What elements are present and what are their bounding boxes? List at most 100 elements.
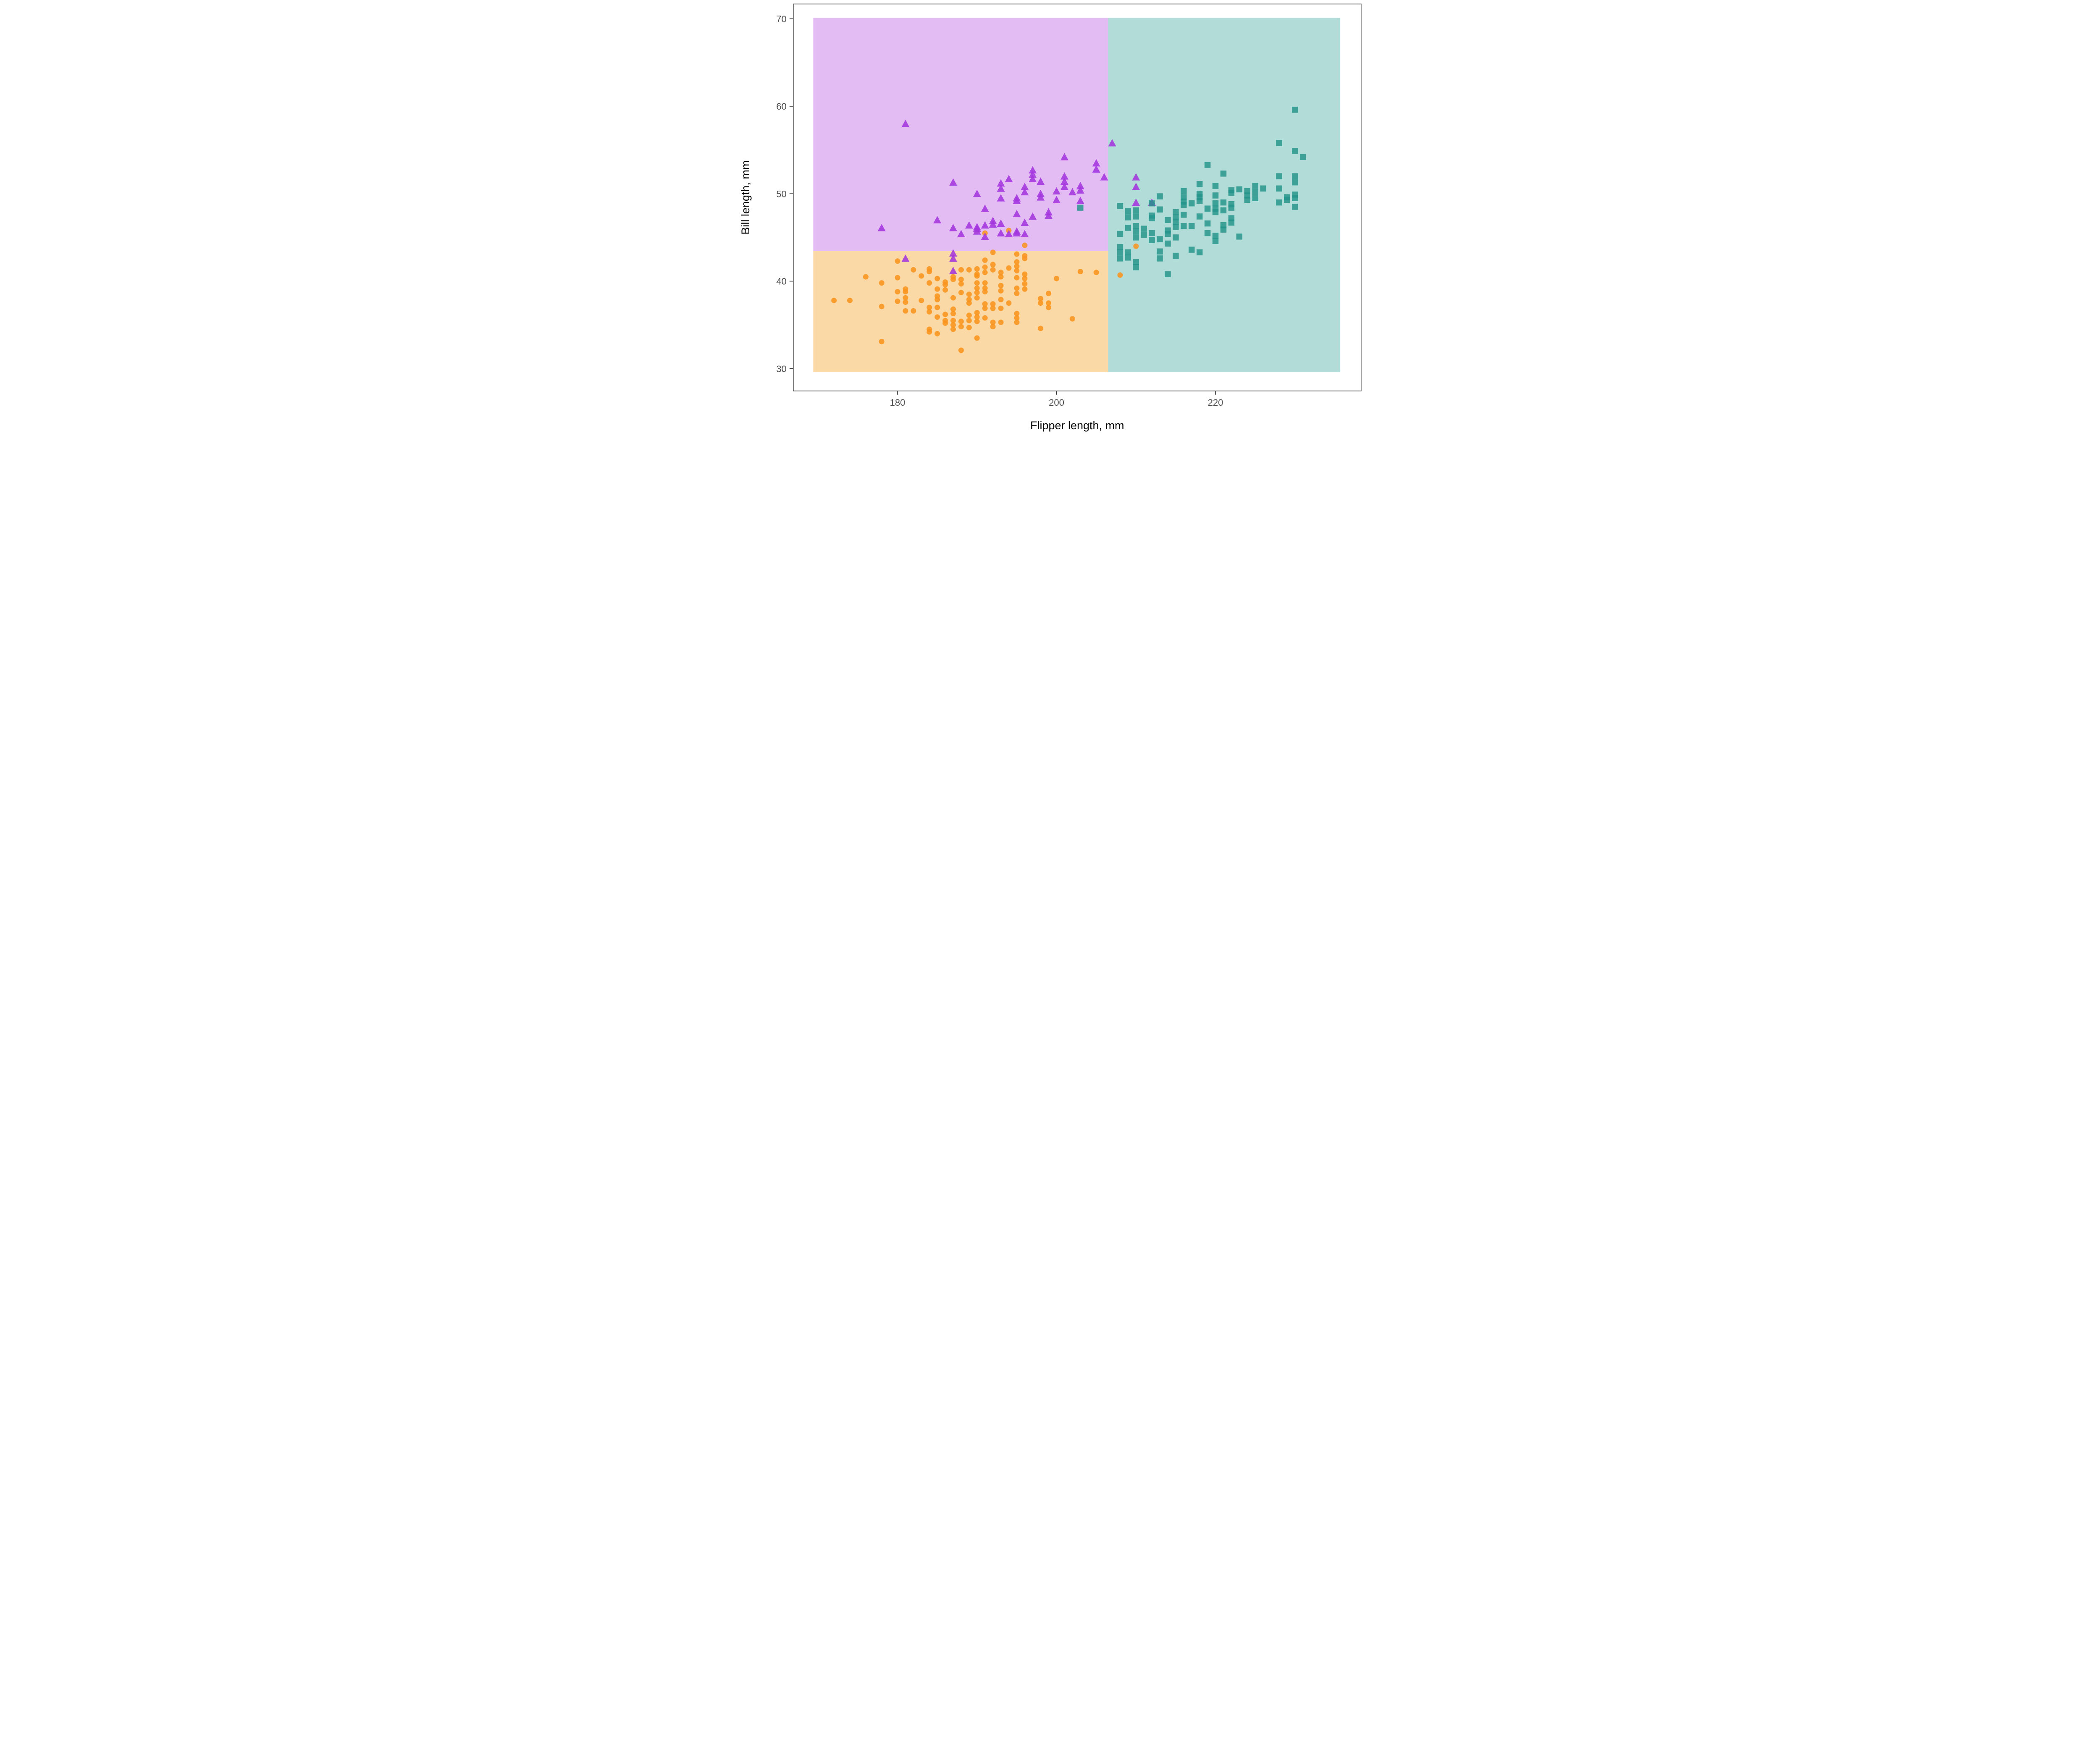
data-point-square [1173, 209, 1179, 215]
data-point-square [1141, 231, 1147, 238]
y-tick-label: 30 [776, 364, 786, 374]
data-point-circle [934, 286, 940, 292]
data-point-square [1117, 231, 1124, 237]
data-point-square [1212, 183, 1219, 189]
data-point-circle [982, 264, 988, 270]
data-point-circle [982, 289, 988, 294]
data-point-square [1220, 171, 1227, 177]
data-point-square [1292, 195, 1298, 201]
data-point-square [1117, 249, 1124, 256]
panel-border [793, 3, 1362, 391]
data-point-square [1196, 197, 1203, 204]
data-point-circle [911, 308, 916, 314]
data-point-square [1188, 247, 1195, 253]
data-point-circle [1022, 242, 1028, 248]
data-point-square [1157, 248, 1163, 255]
data-point-circle [1014, 285, 1020, 291]
data-point-circle [998, 283, 1004, 289]
data-point-square [1188, 200, 1195, 207]
data-point-triangle [1037, 193, 1045, 201]
data-point-circle [1038, 300, 1044, 306]
data-point-triangle [1132, 183, 1140, 190]
data-point-square [1276, 199, 1282, 206]
data-point-circle [1014, 319, 1020, 325]
data-point-square [1165, 271, 1171, 278]
data-point-square [1228, 219, 1235, 226]
data-point-circle [982, 257, 988, 263]
data-point-square [1252, 183, 1258, 189]
data-point-square [1133, 207, 1139, 214]
data-point-circle [927, 309, 932, 315]
x-axis-title: Flipper length, mm [1030, 419, 1124, 432]
data-point-circle [1014, 251, 1020, 257]
y-tick-label: 40 [776, 276, 786, 287]
data-point-square [1196, 249, 1203, 256]
data-point-triangle [981, 221, 989, 229]
data-point-circle [990, 249, 996, 255]
data-point-triangle [949, 249, 957, 257]
data-point-square [1157, 206, 1163, 213]
data-point-circle [1133, 243, 1139, 249]
data-point-triangle [1053, 196, 1060, 203]
data-point-circle [895, 298, 900, 304]
data-point-square [1260, 185, 1266, 192]
data-point-square [1292, 147, 1298, 154]
data-point-square [1133, 259, 1139, 265]
data-point-square [1196, 181, 1203, 187]
data-point-square [1276, 185, 1282, 192]
data-point-square [1157, 255, 1163, 262]
data-point-circle [990, 319, 996, 325]
data-point-square [1212, 200, 1219, 207]
data-point-circle [966, 325, 972, 331]
data-point-circle [974, 266, 980, 272]
data-point-circle [974, 314, 980, 320]
data-point-square [1149, 215, 1155, 221]
data-point-circle [895, 289, 900, 294]
data-point-circle [1022, 255, 1028, 261]
data-point-square [1292, 179, 1298, 186]
data-point-circle [1014, 291, 1020, 297]
data-point-circle [974, 290, 980, 296]
data-point-triangle [1013, 229, 1021, 236]
data-point-triangle [1060, 183, 1068, 190]
data-point-circle [934, 314, 940, 320]
data-point-circle [1006, 265, 1012, 271]
x-tick-label: 220 [1208, 397, 1223, 408]
data-point-circle [919, 297, 924, 303]
data-point-square [1292, 173, 1298, 179]
data-point-square [1141, 226, 1147, 232]
data-point-circle [934, 331, 940, 336]
data-point-circle [1077, 269, 1083, 275]
data-point-square [1173, 224, 1179, 230]
data-point-triangle [1013, 197, 1021, 204]
data-point-triangle [1021, 218, 1029, 226]
teal-region [1108, 18, 1341, 373]
data-point-triangle [957, 230, 965, 238]
data-point-triangle [1037, 177, 1045, 185]
data-point-circle [990, 301, 996, 307]
data-point-circle [1046, 300, 1052, 306]
data-point-triangle [981, 232, 989, 240]
data-point-circle [942, 320, 948, 326]
data-point-square [1212, 232, 1219, 239]
data-point-circle [974, 310, 980, 315]
data-point-circle [974, 280, 980, 286]
data-point-square [1173, 218, 1179, 225]
data-point-square [1212, 192, 1219, 199]
data-point-triangle [877, 223, 886, 231]
data-point-circle [950, 318, 956, 323]
data-point-circle [966, 312, 972, 318]
data-point-square [1212, 209, 1219, 215]
data-point-square [1117, 203, 1124, 209]
data-point-circle [863, 274, 869, 280]
data-point-square [1196, 213, 1203, 220]
data-point-square [1125, 225, 1131, 231]
data-point-circle [903, 308, 908, 314]
y-tick-label: 60 [776, 101, 786, 112]
data-point-circle [903, 289, 908, 294]
data-point-square [1181, 211, 1187, 218]
data-point-square [1204, 230, 1211, 236]
data-point-circle [990, 305, 996, 311]
data-point-square [1181, 202, 1187, 208]
data-point-triangle [1108, 139, 1116, 147]
